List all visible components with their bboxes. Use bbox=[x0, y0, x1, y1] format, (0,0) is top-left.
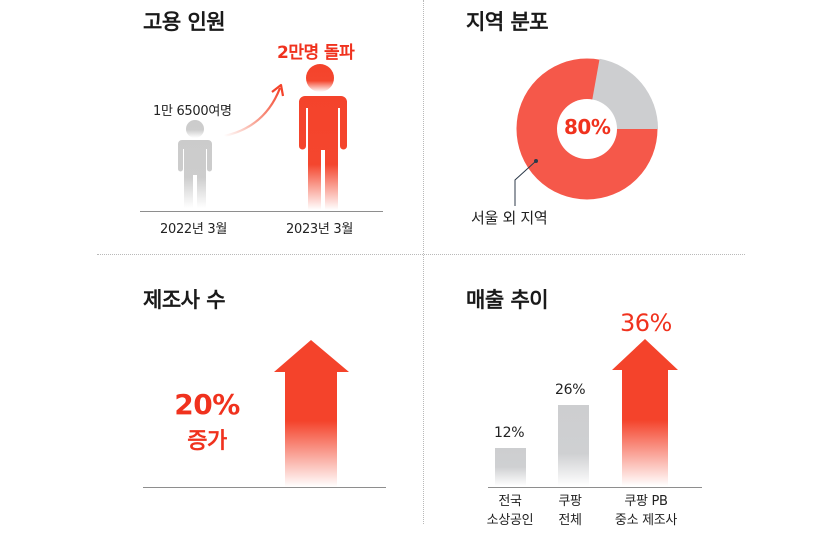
manufacturers-value: 20% bbox=[174, 388, 240, 421]
bar-category-line2: 전체 bbox=[558, 513, 582, 528]
bar-category-label: 쿠팡 전체 bbox=[548, 492, 592, 530]
bar-coupang-total bbox=[558, 405, 589, 486]
bar-category-line2: 소상공인 bbox=[486, 513, 534, 528]
bar-category-label: 전국 소상공인 bbox=[478, 492, 542, 530]
callout-label: 서울 외 지역 bbox=[471, 209, 548, 227]
donut-chart bbox=[516, 58, 659, 200]
vertical-divider bbox=[423, 0, 424, 524]
bar-small-business bbox=[495, 448, 526, 486]
up-arrow-icon bbox=[274, 340, 349, 487]
manufacturers-baseline bbox=[143, 487, 386, 488]
bar-value-label: 26% bbox=[555, 382, 586, 398]
sales-title: 매출 추이 bbox=[466, 288, 549, 312]
manufacturers-suffix: 증가 bbox=[187, 429, 227, 454]
sales-baseline bbox=[488, 487, 702, 488]
employment-title: 고용 인원 bbox=[143, 10, 226, 34]
bar-category-line1: 쿠팡 PB bbox=[624, 494, 668, 509]
bar-category-line2: 중소 제조사 bbox=[614, 513, 678, 528]
after-date-label: 2023년 3월 bbox=[286, 222, 354, 237]
curved-arrow-icon bbox=[223, 83, 285, 138]
bar-category-label: 쿠팡 PB 중소 제조사 bbox=[604, 492, 688, 530]
before-value-label: 1만 6500여명 bbox=[153, 104, 232, 119]
bar-value-label: 12% bbox=[494, 425, 525, 441]
region-title: 지역 분포 bbox=[466, 10, 549, 34]
bar-category-line1: 쿠팡 bbox=[558, 494, 582, 509]
manufacturers-title: 제조사 수 bbox=[143, 288, 226, 312]
bar-value-label-highlight: 36% bbox=[620, 309, 672, 337]
employment-baseline bbox=[140, 211, 383, 212]
before-date-label: 2022년 3월 bbox=[160, 222, 228, 237]
bar-category-line1: 전국 bbox=[498, 494, 522, 509]
person-icon-gray bbox=[178, 120, 212, 208]
up-arrow-icon bbox=[612, 339, 678, 486]
callout-line bbox=[514, 159, 538, 206]
donut-center-value: 80% bbox=[564, 115, 611, 139]
after-value-label: 2만명 돌파 bbox=[277, 43, 355, 63]
horizontal-divider bbox=[97, 254, 745, 255]
person-icon-red bbox=[299, 64, 347, 210]
